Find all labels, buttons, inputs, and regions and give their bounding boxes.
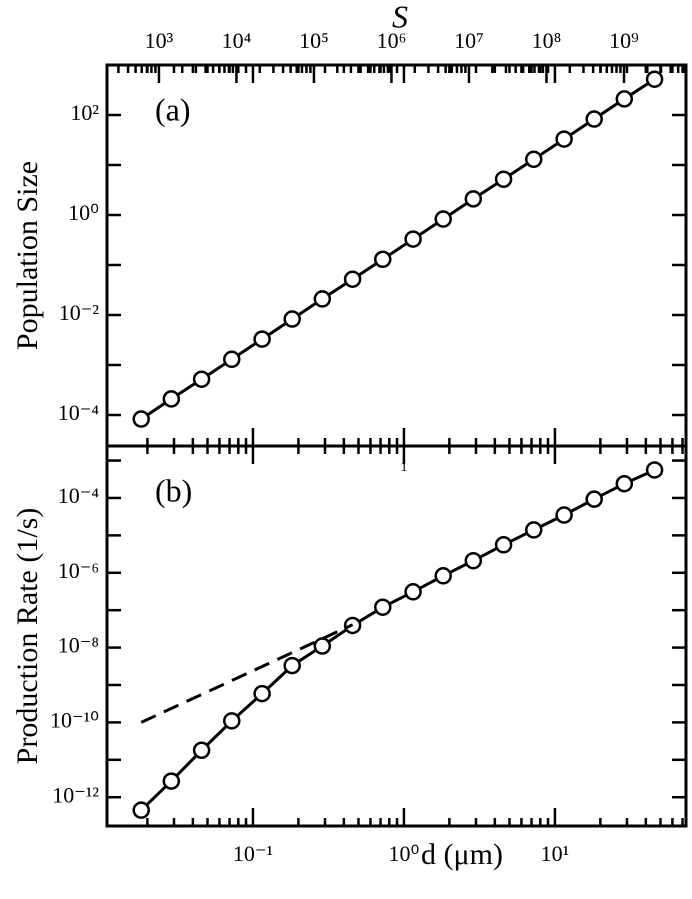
series-line — [140, 623, 354, 724]
data-point — [313, 637, 332, 655]
x2-tick-label: 10⁶ — [377, 28, 407, 53]
data-point — [192, 741, 211, 760]
data-point — [132, 410, 150, 428]
data-point — [645, 461, 664, 479]
data-point — [585, 490, 603, 508]
y-tick-label: 10⁻⁴ — [58, 483, 100, 508]
y-tick-label: 10⁻¹⁰ — [50, 707, 99, 732]
data-point — [162, 772, 181, 790]
data-point — [374, 598, 392, 616]
data-point — [494, 170, 513, 188]
data-point — [525, 150, 543, 169]
x2-tick-label: 10⁸ — [532, 28, 562, 53]
x2-tick-label: 10⁷ — [454, 28, 484, 53]
data-point — [494, 536, 513, 554]
x2-tick-label: 10³ — [145, 28, 174, 53]
data-point — [434, 567, 452, 585]
x-axis-label: d (μm) — [421, 838, 503, 871]
data-point — [464, 551, 483, 570]
data-point — [283, 656, 301, 675]
annotation: 1 — [401, 460, 408, 475]
x2-axis-label: S — [392, 0, 408, 34]
x-tick-label: 10⁻¹ — [233, 841, 273, 866]
data-point — [404, 583, 422, 601]
data-point — [374, 250, 392, 269]
data-point — [253, 330, 271, 348]
data-point — [464, 190, 483, 208]
plot-frame — [105, 444, 688, 828]
x2-tick-label: 10⁴ — [222, 28, 252, 53]
data-point — [313, 290, 332, 308]
x2-tick-label: 10⁵ — [299, 28, 329, 53]
data-point — [253, 684, 271, 703]
y-tick-label: 10⁰ — [68, 200, 99, 225]
data-point — [615, 90, 634, 108]
data-point — [555, 130, 573, 148]
series-line — [140, 468, 656, 812]
data-point — [404, 230, 422, 248]
y-tick-label: 10² — [70, 100, 99, 125]
data-point — [283, 310, 301, 328]
x-tick-label: 10¹ — [541, 841, 570, 866]
data-point — [645, 70, 664, 88]
y-tick-label: 10⁻⁶ — [58, 558, 99, 583]
y-axis-label: Population Size — [11, 161, 44, 350]
data-point — [615, 474, 634, 493]
y-tick-label: 10⁻⁴ — [58, 400, 100, 425]
data-point — [223, 712, 241, 730]
data-point — [192, 370, 211, 388]
data-point — [343, 270, 362, 288]
y-axis-label: Production Rate (1/s) — [11, 508, 44, 765]
series-line — [140, 77, 656, 421]
x2-tick-label: 10⁹ — [609, 28, 639, 53]
y-tick-label: 10⁻¹² — [52, 782, 99, 807]
data-point — [223, 350, 241, 369]
y-tick-label: 10⁻² — [59, 300, 100, 325]
data-point — [525, 521, 543, 539]
panel-label: (a) — [155, 91, 191, 127]
panel-label: (b) — [155, 472, 192, 508]
data-point — [162, 390, 181, 408]
data-point — [585, 110, 603, 128]
x-tick-label: 10⁰ — [389, 841, 420, 866]
y-tick-label: 10⁻⁸ — [58, 633, 99, 658]
data-point — [555, 506, 573, 524]
data-point — [434, 210, 452, 228]
data-point — [132, 801, 150, 819]
